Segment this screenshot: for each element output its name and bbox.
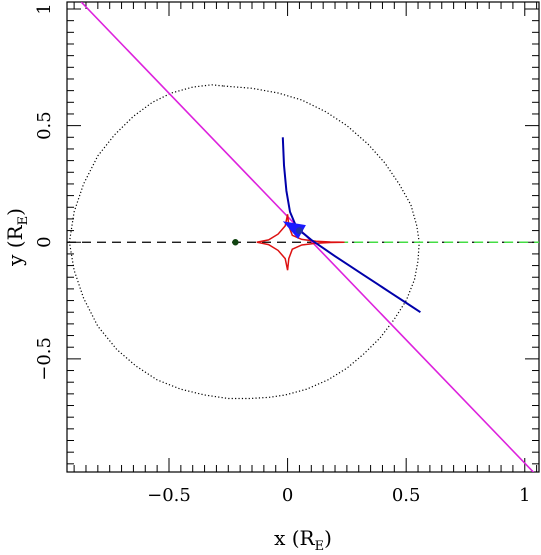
source-position-dot (295, 227, 303, 235)
x-tick-label: −0.5 (147, 485, 191, 506)
x-axis-label: x (RE) (274, 526, 332, 554)
lens-position-dot (232, 239, 239, 246)
source-arrow-head (282, 221, 306, 239)
x-tick-label: 1 (519, 485, 530, 506)
y-tick-label: 0.5 (34, 111, 55, 140)
source-track (281, 137, 421, 314)
y-axis-label: y (RE) (3, 208, 31, 267)
y-tick-label: −0.5 (34, 337, 55, 381)
axis-tick-labels: −0.5 0 0.5 1 −0.5 0 0.5 1 (34, 3, 530, 506)
plot-frame (66, 1, 540, 473)
y-tick-label: 0 (34, 236, 55, 247)
critical-curve (68, 84, 420, 400)
x-tick-label: 0.5 (392, 485, 421, 506)
x-tick-label: 0 (282, 485, 293, 506)
axis-ticks (67, 2, 539, 472)
y-tick-label: 1 (34, 3, 55, 14)
